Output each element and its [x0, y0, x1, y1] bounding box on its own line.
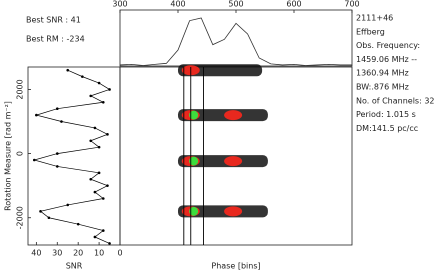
annotation: Best RM : -234: [26, 35, 85, 44]
info-line: Effberg: [356, 27, 385, 36]
snr-point: [89, 177, 93, 181]
snr-point: [101, 229, 105, 232]
x-axis-title: SNR: [66, 262, 83, 271]
snr-point: [32, 158, 36, 162]
info-line: No. of Channels: 32: [356, 96, 435, 105]
snr-point: [108, 242, 111, 245]
intensity-peak: [224, 206, 243, 217]
snr-point: [101, 100, 105, 104]
y-axis-title: Rotation Measure [rad m⁻²]: [4, 101, 13, 211]
x-tick-label: 40: [31, 249, 41, 258]
rm-maximum: [189, 110, 199, 120]
panel-frame: [27, 66, 121, 246]
y-tick-label: -2000: [16, 206, 25, 229]
snr-point: [81, 75, 84, 78]
snr-point: [66, 203, 70, 207]
rm-maximum: [189, 206, 199, 216]
snr-point: [106, 133, 109, 136]
snr-point: [101, 197, 105, 200]
info-line: BW:.876 MHz: [356, 83, 409, 92]
panel-frame: [119, 9, 353, 67]
x-tick-label: 500: [228, 0, 243, 9]
info-line: Obs. Frequency:: [356, 41, 420, 50]
profile-line: [119, 17, 352, 66]
info-line: 2111+46: [356, 14, 393, 23]
y-tick-label: 2000: [16, 79, 25, 99]
info-line: DM:141.5 pc/cc: [356, 124, 418, 133]
info-line: 1459.06 MHz --: [356, 55, 417, 64]
x-tick-label: 700: [344, 0, 359, 9]
snr-point: [97, 81, 101, 85]
snr-point: [47, 216, 51, 220]
y-tick-label: 0: [16, 151, 25, 156]
snr-point: [93, 126, 97, 130]
intensity-band: [178, 155, 268, 168]
annotation: Best SNR : 41: [26, 16, 81, 25]
x-tick-label: 30: [52, 249, 62, 258]
x-axis-title: Phase [bins]: [211, 262, 260, 271]
intensity-peak: [224, 156, 243, 167]
x-tick-label: 600: [286, 0, 301, 9]
snr-point: [76, 222, 80, 226]
snr-line: [32, 69, 111, 244]
rm-maximum: [189, 156, 199, 166]
snr-point: [60, 120, 63, 123]
snr-point: [35, 113, 38, 117]
intensity-band: [178, 109, 268, 122]
info-line: Period: 1.015 s: [356, 110, 416, 119]
snr-point: [89, 139, 93, 143]
intensity-band: [178, 205, 268, 218]
snr-point: [55, 107, 59, 110]
snr-point: [97, 145, 101, 149]
info-line: 1360.94 MHz: [356, 69, 409, 78]
snr-point: [97, 171, 101, 175]
intensity-band: [178, 64, 263, 77]
x-tick-label: 300: [112, 0, 127, 9]
snr-point: [108, 88, 111, 91]
snr-point: [93, 235, 97, 239]
snr-point: [66, 68, 70, 72]
snr-point: [106, 184, 109, 187]
x-tick-label: 400: [170, 0, 185, 9]
x-tick-label: 20: [73, 249, 83, 258]
snr-point: [39, 210, 42, 213]
snr-point: [55, 152, 59, 155]
x-tick-label: 0: [117, 249, 122, 258]
intensity-peak: [224, 110, 243, 121]
snr-point: [55, 165, 59, 168]
snr-point: [93, 190, 97, 194]
x-tick-label: 10: [94, 249, 104, 258]
snr-point: [89, 94, 93, 98]
